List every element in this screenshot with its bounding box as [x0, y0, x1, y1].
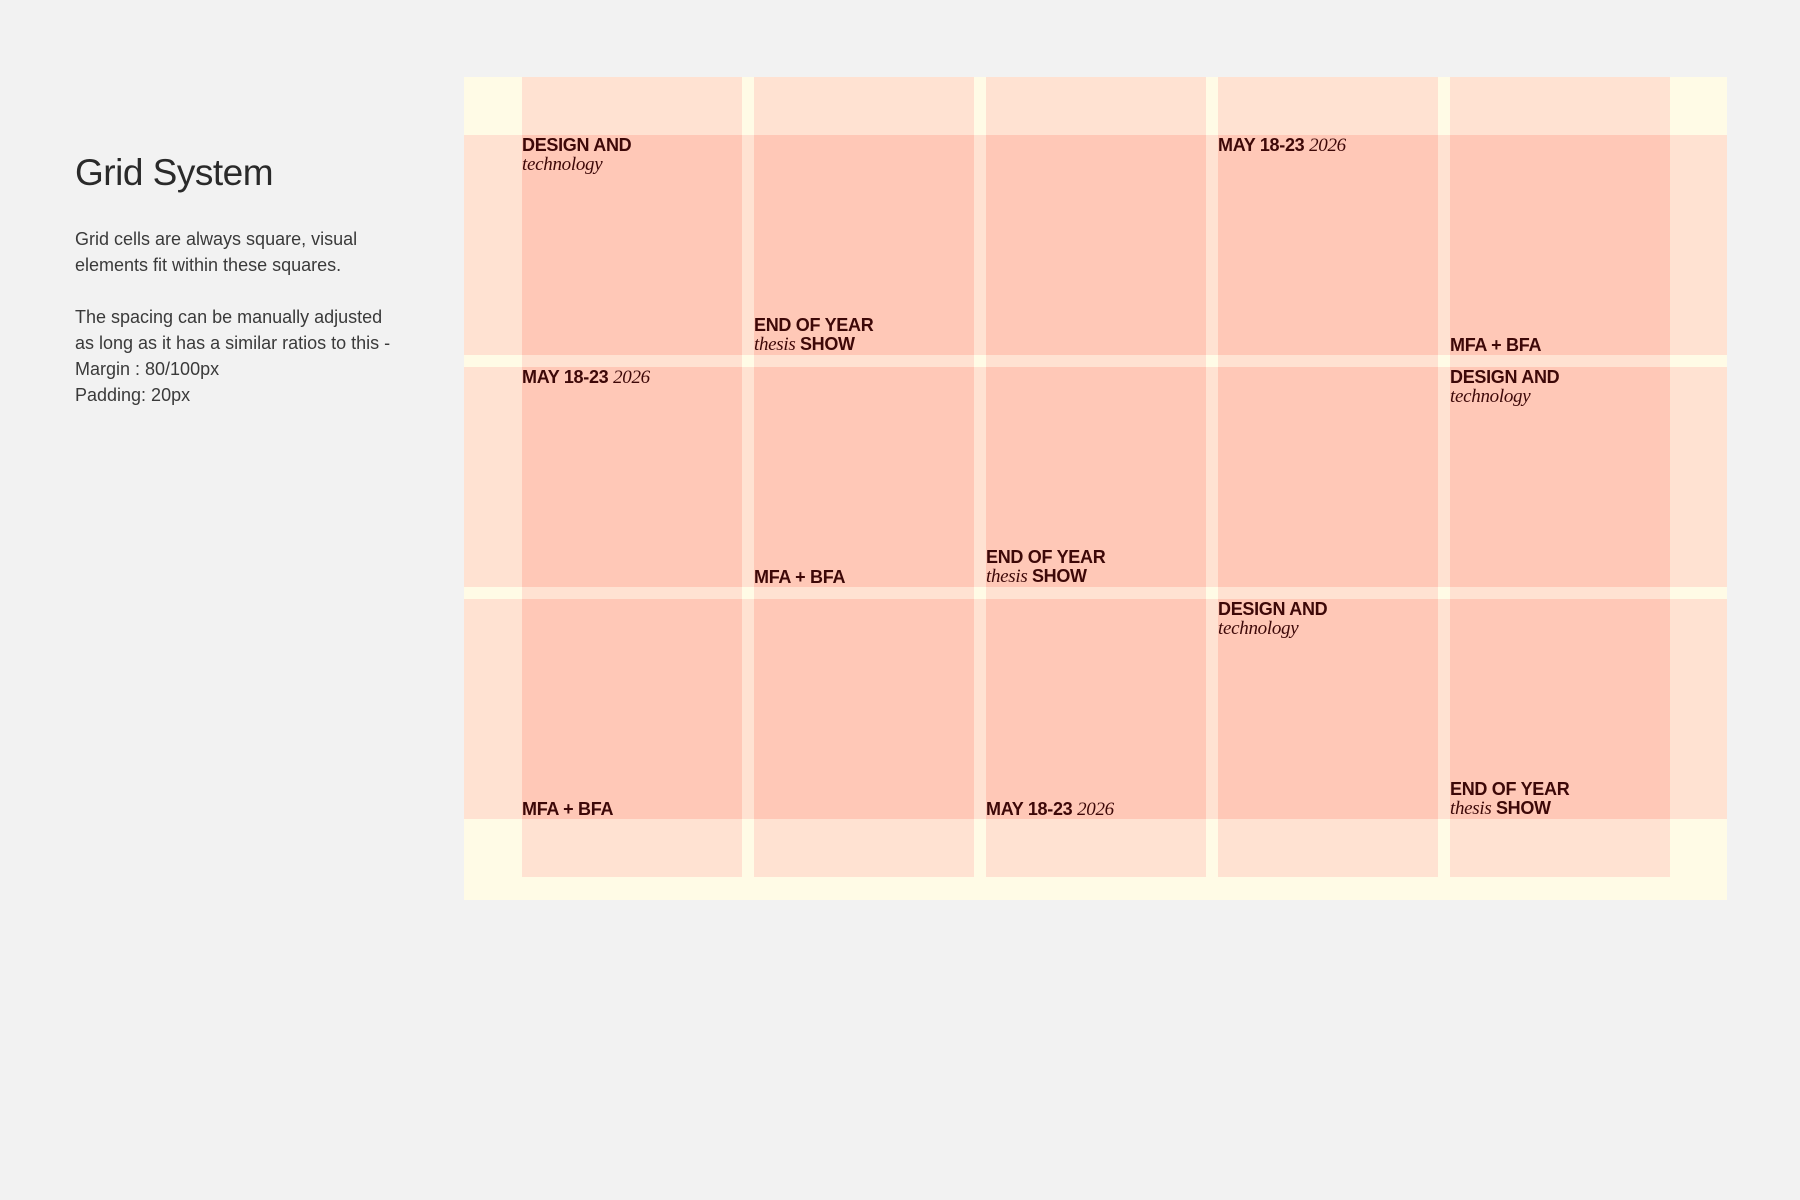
thesis-show-line: thesis SHOW: [754, 335, 873, 355]
grid-cell: END OF YEAR thesis SHOW: [754, 135, 974, 355]
label-show: SHOW: [1495, 798, 1551, 818]
event-date-label: MAY 18-23 2026: [1218, 135, 1346, 156]
label-italic: thesis: [986, 566, 1028, 587]
grid-cell: MAY 18-23 2026: [986, 599, 1206, 819]
end-of-year-show-label: END OF YEAR thesis SHOW: [1450, 779, 1570, 819]
label-heading: MFA + BFA: [522, 799, 614, 819]
label-show: SHOW: [1031, 566, 1087, 586]
label-italic: technology: [522, 154, 603, 175]
grid-cell: END OF YEAR thesis SHOW: [1450, 599, 1670, 819]
date-line: MAY 18-23 2026: [522, 367, 650, 388]
label-heading: END OF YEAR: [1450, 779, 1570, 799]
end-of-year-show-label: END OF YEAR thesis SHOW: [986, 547, 1106, 587]
date-line: MAY 18-23 2026: [1218, 135, 1346, 156]
label-heading: DESIGN AND: [1218, 599, 1328, 619]
grid-cell: DESIGN AND technology: [1218, 599, 1438, 819]
description-paragraph-2: The spacing can be manually adjusted as …: [75, 307, 391, 353]
label-heading: MFA + BFA: [754, 567, 846, 587]
label-italic: thesis: [754, 334, 796, 355]
grid-cell: [754, 599, 974, 819]
grid-cell: MAY 18-23 2026: [522, 367, 742, 587]
date-year: 2026: [613, 367, 650, 388]
margin-spec: Margin : 80/100px: [75, 359, 220, 379]
date-year: 2026: [1077, 799, 1114, 820]
grid-cell: MFA + BFA: [1450, 135, 1670, 355]
event-date-label: MAY 18-23 2026: [522, 367, 650, 388]
grid-cell: [1218, 367, 1438, 587]
design-technology-label: DESIGN AND technology: [1450, 367, 1560, 407]
label-heading: MFA + BFA: [1450, 335, 1542, 355]
design-technology-label: DESIGN AND technology: [1218, 599, 1328, 639]
label-show: SHOW: [799, 334, 855, 354]
date-year: 2026: [1309, 135, 1346, 156]
label-heading: END OF YEAR: [986, 547, 1106, 567]
date-text: MAY 18-23: [1218, 135, 1305, 155]
mfa-bfa-label: MFA + BFA: [1450, 336, 1541, 355]
date-line: MAY 18-23 2026: [986, 799, 1114, 820]
date-text: MAY 18-23: [522, 367, 609, 387]
mfa-bfa-label: MFA + BFA: [754, 568, 845, 587]
description-paragraph-1: Grid cells are always square, visual ele…: [75, 229, 358, 275]
mfa-bfa-label: MFA + BFA: [522, 800, 613, 819]
paragraph-spacer: [75, 278, 395, 304]
thesis-show-line: thesis SHOW: [986, 567, 1105, 587]
grid-cell: [986, 135, 1206, 355]
grid-cell: END OF YEAR thesis SHOW: [986, 367, 1206, 587]
label-italic: technology: [1218, 618, 1299, 639]
label-heading: END OF YEAR: [754, 315, 874, 335]
padding-spec: Padding: 20px: [75, 385, 191, 405]
event-date-label: MAY 18-23 2026: [986, 799, 1114, 820]
label-heading: DESIGN AND: [1450, 367, 1560, 387]
label-italic: thesis: [1450, 798, 1492, 819]
date-text: MAY 18-23: [986, 799, 1073, 819]
page-title: Grid System: [75, 152, 274, 193]
grid-cell: MFA + BFA: [522, 599, 742, 819]
design-technology-label: DESIGN AND technology: [522, 135, 632, 175]
grid-cell: DESIGN AND technology: [522, 135, 742, 355]
grid-info-panel: Grid System Grid cells are always square…: [75, 150, 395, 408]
grid-cell: MAY 18-23 2026: [1218, 135, 1438, 355]
label-heading: DESIGN AND: [522, 135, 632, 155]
grid-board: DESIGN AND technology END OF YEAR thesis SH…: [464, 77, 1727, 900]
grid-cell: DESIGN AND technology: [1450, 367, 1670, 587]
thesis-show-line: thesis SHOW: [1450, 799, 1569, 819]
grid-cell: MFA + BFA: [754, 367, 974, 587]
grid-description: Grid cells are always square, visual ele…: [75, 226, 395, 408]
end-of-year-show-label: END OF YEAR thesis SHOW: [754, 315, 874, 355]
label-italic: technology: [1450, 386, 1531, 407]
